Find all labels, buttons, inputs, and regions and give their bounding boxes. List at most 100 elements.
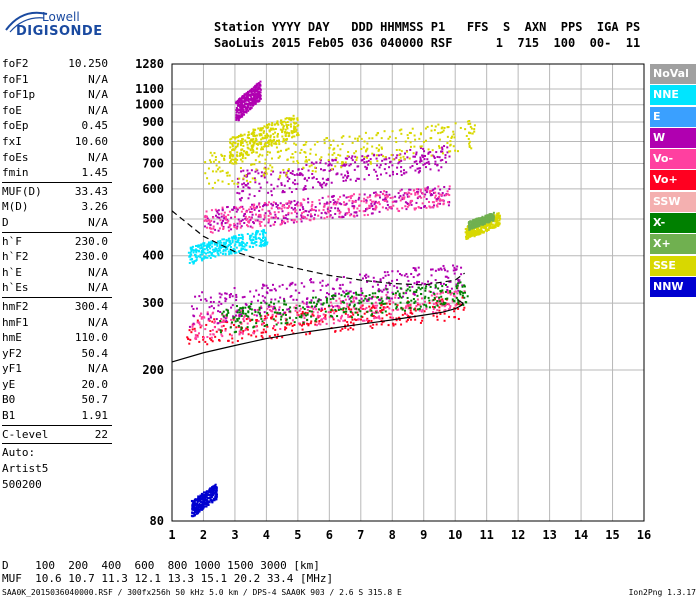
polarization-legend: NoVal NNE E W Vo- Vo+ SSW X- X+ SSE NNW <box>650 64 696 298</box>
data-point <box>208 254 211 257</box>
data-point <box>436 198 439 201</box>
data-point <box>402 295 405 298</box>
data-point <box>448 185 451 188</box>
data-point <box>434 279 437 282</box>
data-point <box>231 236 234 239</box>
data-point <box>353 205 356 208</box>
data-point <box>216 251 219 254</box>
data-point <box>284 217 287 220</box>
data-point <box>399 189 402 192</box>
data-point <box>192 322 195 325</box>
data-point <box>254 241 257 244</box>
data-point <box>267 221 270 224</box>
data-point <box>210 336 213 339</box>
data-point <box>442 202 445 205</box>
data-point <box>214 158 217 161</box>
legend-item-e: E <box>650 106 696 127</box>
data-point <box>408 316 411 319</box>
data-point <box>231 180 234 183</box>
data-point <box>440 193 443 196</box>
data-point <box>191 324 194 327</box>
data-point <box>255 325 258 328</box>
data-point <box>493 224 496 227</box>
data-point <box>352 193 355 196</box>
data-point <box>301 168 304 171</box>
data-point <box>416 192 419 195</box>
data-point <box>268 140 271 143</box>
data-point <box>446 193 449 196</box>
data-point <box>274 308 277 311</box>
param-row: fxI 10.60 <box>2 134 112 150</box>
data-point <box>358 193 361 196</box>
data-point <box>396 270 399 273</box>
data-point <box>245 150 248 153</box>
data-point <box>380 146 383 149</box>
param-key: h`F <box>2 234 22 248</box>
data-point <box>422 147 425 150</box>
data-point <box>346 170 349 173</box>
param-key: h`E <box>2 265 22 279</box>
data-point <box>349 197 352 200</box>
data-point <box>214 320 217 323</box>
data-point <box>223 246 226 249</box>
data-point <box>235 299 238 302</box>
data-point <box>203 493 206 496</box>
data-point <box>366 213 369 216</box>
data-point <box>336 209 339 212</box>
data-point <box>197 508 200 511</box>
data-point <box>226 221 229 224</box>
data-point <box>306 318 309 321</box>
data-point <box>222 310 225 313</box>
data-point <box>329 168 332 171</box>
data-point <box>297 168 300 171</box>
data-point <box>231 337 234 340</box>
data-point <box>351 205 354 208</box>
data-point <box>294 127 297 130</box>
data-point <box>270 194 273 197</box>
data-point <box>468 223 471 226</box>
data-point <box>473 224 476 227</box>
data-point <box>340 308 343 311</box>
data-point <box>368 305 371 308</box>
data-point <box>251 147 254 150</box>
data-point <box>375 323 378 326</box>
data-point <box>235 246 238 249</box>
data-point <box>242 207 245 210</box>
data-point <box>305 301 308 304</box>
data-point <box>245 109 248 112</box>
data-point <box>484 218 487 221</box>
data-point <box>387 137 390 140</box>
data-point <box>240 326 243 329</box>
data-point <box>280 315 283 318</box>
data-point <box>429 290 432 293</box>
data-point <box>321 320 324 323</box>
data-point <box>293 122 296 125</box>
data-point <box>274 221 277 224</box>
data-point <box>243 295 246 298</box>
data-point <box>206 177 209 180</box>
data-point <box>230 228 233 231</box>
data-point <box>432 204 435 207</box>
data-point <box>258 160 261 163</box>
data-point <box>240 220 243 223</box>
data-point <box>242 109 245 112</box>
data-point <box>362 146 365 149</box>
data-point <box>220 317 223 320</box>
data-point <box>241 96 244 99</box>
data-point <box>272 216 275 219</box>
data-point <box>336 315 339 318</box>
data-point <box>482 219 485 222</box>
data-point <box>254 170 257 173</box>
data-point <box>190 253 193 256</box>
data-point <box>388 300 391 303</box>
data-point <box>266 203 269 206</box>
data-point <box>241 108 244 111</box>
data-point <box>255 233 258 236</box>
data-point <box>422 156 425 159</box>
data-point <box>231 158 234 161</box>
param-key: yF2 <box>2 346 22 360</box>
data-point <box>339 211 342 214</box>
param-key: yF1 <box>2 362 22 376</box>
data-point <box>336 144 339 147</box>
data-point <box>190 305 193 308</box>
